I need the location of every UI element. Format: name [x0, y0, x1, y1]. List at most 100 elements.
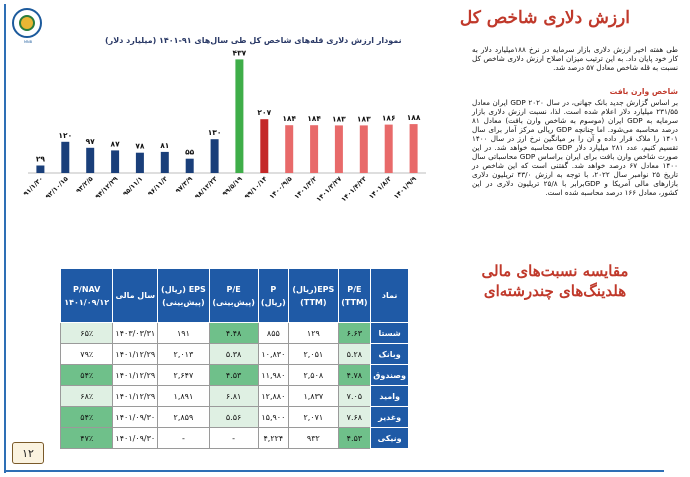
- data-label: ۱۲۰: [58, 131, 72, 140]
- page-title: ارزش دلاری شاخص کل: [459, 8, 630, 28]
- header-price: P (ریال): [257, 268, 290, 323]
- cell-pe-ttm: ۷.۶۸: [337, 406, 372, 428]
- bar: [160, 151, 169, 173]
- bar: [285, 125, 294, 173]
- subheading: شاخص وارن بافت: [609, 87, 678, 96]
- header-eps-ttm: EPS(ریال) (TTM): [288, 268, 339, 323]
- cell-pnav: ۷۹٪: [59, 343, 114, 365]
- data-label: ۱۳۰: [208, 128, 222, 137]
- bar: [111, 150, 120, 173]
- cell-eps-ttm: ۱۲۹: [288, 322, 339, 344]
- x-tick-label: ۹۹/۱۰/۱۴: [243, 175, 269, 201]
- table-row: شستا ۶.۶۳ ۱۲۹ ۸۵۵ ۴.۴۸ ۱۹۱ ۱۴۰۳/۰۳/۳۱ ۶۵…: [59, 322, 409, 344]
- x-tick-label: ۹۲/۱۰/۱۵: [44, 175, 70, 201]
- bar: [210, 139, 219, 173]
- x-tick-label: ۹۸/۱۲/۲۳: [193, 175, 219, 201]
- x-tick-label: ۱۴۰۰/۹/۵: [268, 175, 294, 201]
- bar: [260, 119, 269, 173]
- cell-fiscal-year: ۱۴۰۳/۰۳/۳۱: [112, 322, 159, 344]
- page-frame-left: [4, 4, 6, 473]
- data-label: ۱۸۳: [357, 114, 371, 123]
- header-pe-forecast: P/E (پیش‌بینی): [208, 268, 259, 323]
- data-label: ۱۸۸: [407, 113, 421, 122]
- cell-symbol: شستا: [370, 322, 409, 344]
- cell-price: ۱۰,۸۳۰: [257, 343, 290, 365]
- x-tick-label: ۹۹/۵/۱۹: [221, 175, 244, 198]
- bar: [359, 125, 368, 173]
- cell-symbol: وبانک: [370, 343, 409, 365]
- header-eps-forecast: EPS (ریال) (پیش‌بینی): [157, 268, 210, 323]
- section-title-line1: مقایسه نسبت‌های مالی: [481, 262, 629, 280]
- x-tick-label: ۹۶/۱۱/۳: [146, 175, 169, 198]
- cell-eps-forecast: ۲,۸۵۹: [157, 406, 210, 428]
- logo-caption: MNB: [23, 40, 33, 44]
- bar: [86, 147, 95, 173]
- bar: [409, 124, 418, 173]
- table-header-row: نماد P/E (TTM) EPS(ریال) (TTM) P (ریال) …: [59, 268, 409, 323]
- bar: [334, 125, 343, 173]
- cell-pnav: ۶۸٪: [59, 385, 114, 407]
- cell-price: ۱۵,۹۰۰: [257, 406, 290, 428]
- body-paragraph: بر اساس گزارش جدید بانک جهانی، در سال ۲۰…: [472, 98, 679, 197]
- cell-price: ۸۵۵: [257, 322, 290, 344]
- header-pnav: P/NAV ۱۴۰۱/۰۹/۱۲: [59, 268, 114, 323]
- bar: [384, 124, 393, 173]
- data-label: ۱۸۴: [282, 114, 296, 123]
- page-number: ۱۲: [12, 442, 44, 464]
- cell-eps-ttm: ۲,۰۷۱: [288, 406, 339, 428]
- cell-symbol: وصندوق: [370, 364, 409, 386]
- cell-pnav: ۵۴٪: [59, 406, 114, 428]
- data-label: ۵۵: [185, 148, 195, 157]
- cell-pe-forecast: -: [208, 427, 259, 449]
- bar: [310, 125, 319, 173]
- cell-eps-ttm: ۲,۵۰۸: [288, 364, 339, 386]
- x-tick-label: ۱۴۰۱/۳/۲۷: [315, 175, 344, 204]
- data-label: ۸۱: [160, 141, 169, 150]
- header-pe-ttm: P/E (TTM): [337, 268, 372, 323]
- data-label: ۲۹: [36, 155, 46, 164]
- x-tick-label: ۹۴/۱۲/۲۹: [94, 175, 120, 201]
- cell-fiscal-year: ۱۴۰۱/۱۲/۲۹: [112, 364, 159, 386]
- section-title-line2: هلدینگ‌های چندرشته‌ای: [483, 282, 627, 300]
- cell-symbol: ونیکی: [370, 427, 409, 449]
- page-frame-bottom: [4, 470, 664, 472]
- table-row: وبانک ۵.۲۸ ۲,۰۵۱ ۱۰,۸۳۰ ۵.۳۸ ۲,۰۱۳ ۱۴۰۱/…: [59, 343, 409, 365]
- data-label: ۸۷: [111, 139, 121, 148]
- data-label: ۲۰۷: [257, 108, 271, 117]
- bar: [185, 158, 194, 173]
- cell-eps-ttm: ۲,۰۵۱: [288, 343, 339, 365]
- cell-pnav: ۵۴٪: [59, 364, 114, 386]
- x-tick-label: ۹۵/۱۱/۱: [121, 175, 144, 198]
- data-label: ۱۸۳: [332, 114, 346, 123]
- cell-pe-ttm: ۵.۲۸: [337, 343, 372, 365]
- bar: [36, 165, 45, 173]
- x-tick-label: ۹۱/۱/۳۰: [22, 175, 45, 198]
- chart-title: نمودار ارزش دلاری قله‌های شاخص کل طی سال…: [105, 36, 402, 45]
- cell-fiscal-year: ۱۴۰۱/۰۹/۳۰: [112, 406, 159, 428]
- cell-pe-forecast: ۵.۵۶: [208, 406, 259, 428]
- cell-price: ۴,۲۲۴: [257, 427, 290, 449]
- company-logo: [12, 8, 42, 38]
- header-symbol: نماد: [370, 268, 409, 323]
- data-label: ۱۸۴: [307, 114, 321, 123]
- x-tick-label: ۹۷/۳/۹: [174, 175, 194, 195]
- cell-eps-forecast: -: [157, 427, 210, 449]
- data-label: ۴۳۷: [233, 48, 247, 57]
- cell-pnav: ۶۵٪: [59, 322, 114, 344]
- cell-fiscal-year: ۱۴۰۱/۱۲/۲۹: [112, 385, 159, 407]
- data-label: ۷۸: [135, 142, 145, 151]
- cell-pe-forecast: ۴.۴۸: [208, 322, 259, 344]
- header-fiscal-year: سال مالی: [112, 268, 159, 323]
- x-tick-label: ۱۴۰۱/۸/۳: [367, 175, 393, 201]
- ratios-table: نماد P/E (TTM) EPS(ریال) (TTM) P (ریال) …: [59, 268, 409, 449]
- cell-fiscal-year: ۱۴۰۱/۱۲/۲۹: [112, 343, 159, 365]
- data-label: ۱۸۶: [382, 114, 396, 123]
- x-tick-label: ۹۳/۲/۵: [74, 175, 94, 195]
- table-row: وصندوق ۴.۷۸ ۲,۵۰۸ ۱۱,۹۸۰ ۴.۵۳ ۲,۶۴۷ ۱۴۰۱…: [59, 364, 409, 386]
- cell-eps-ttm: ۱,۸۳۷: [288, 385, 339, 407]
- cell-pnav: ۴۷٪: [59, 427, 114, 449]
- table-row: وغدیر ۷.۶۸ ۲,۰۷۱ ۱۵,۹۰۰ ۵.۵۶ ۲,۸۵۹ ۱۴۰۱/…: [59, 406, 409, 428]
- cell-price: ۱۱,۹۸۰: [257, 364, 290, 386]
- bar-chart: ۲۹ ۹۱/۱/۳۰ ۱۲۰ ۹۲/۱۰/۱۵ ۹۷ ۹۳/۲/۵ ۸۷ ۹۴/۱۲/۲۹ ۷۸…: [22, 48, 426, 204]
- cell-pe-ttm: ۶.۶۳: [337, 322, 372, 344]
